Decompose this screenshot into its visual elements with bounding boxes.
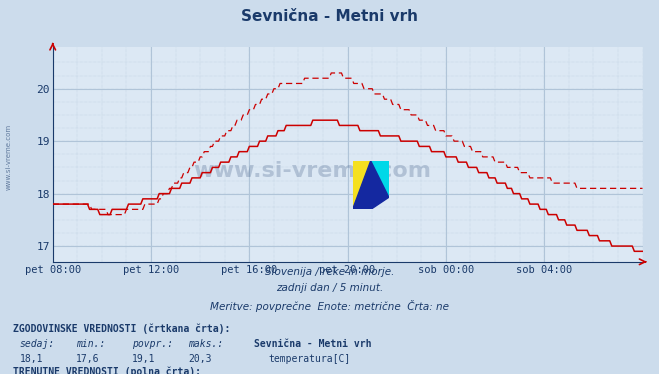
Polygon shape — [353, 161, 389, 209]
Text: zadnji dan / 5 minut.: zadnji dan / 5 minut. — [276, 283, 383, 294]
Text: Sevnična - Metni vrh: Sevnična - Metni vrh — [254, 339, 371, 349]
Text: TRENUTNE VREDNOSTI (polna črta):: TRENUTNE VREDNOSTI (polna črta): — [13, 367, 201, 374]
Text: 20,3: 20,3 — [188, 354, 212, 364]
Text: Meritve: povprečne  Enote: metrične  Črta: ne: Meritve: povprečne Enote: metrične Črta:… — [210, 300, 449, 312]
Text: sedaj:: sedaj: — [20, 339, 55, 349]
Text: 19,1: 19,1 — [132, 354, 156, 364]
Polygon shape — [353, 161, 370, 209]
Polygon shape — [370, 161, 389, 197]
Text: min.:: min.: — [76, 339, 105, 349]
Text: www.si-vreme.com: www.si-vreme.com — [5, 124, 12, 190]
Text: ZGODOVINSKE VREDNOSTI (črtkana črta):: ZGODOVINSKE VREDNOSTI (črtkana črta): — [13, 324, 231, 334]
Text: 18,1: 18,1 — [20, 354, 43, 364]
Text: povpr.:: povpr.: — [132, 339, 173, 349]
Text: 17,6: 17,6 — [76, 354, 100, 364]
Text: www.si-vreme.com: www.si-vreme.com — [193, 162, 431, 181]
Text: Sevnična - Metni vrh: Sevnična - Metni vrh — [241, 9, 418, 24]
Text: Slovenija / reke in morje.: Slovenija / reke in morje. — [265, 267, 394, 278]
Text: maks.:: maks.: — [188, 339, 223, 349]
Text: temperatura[C]: temperatura[C] — [268, 354, 351, 364]
